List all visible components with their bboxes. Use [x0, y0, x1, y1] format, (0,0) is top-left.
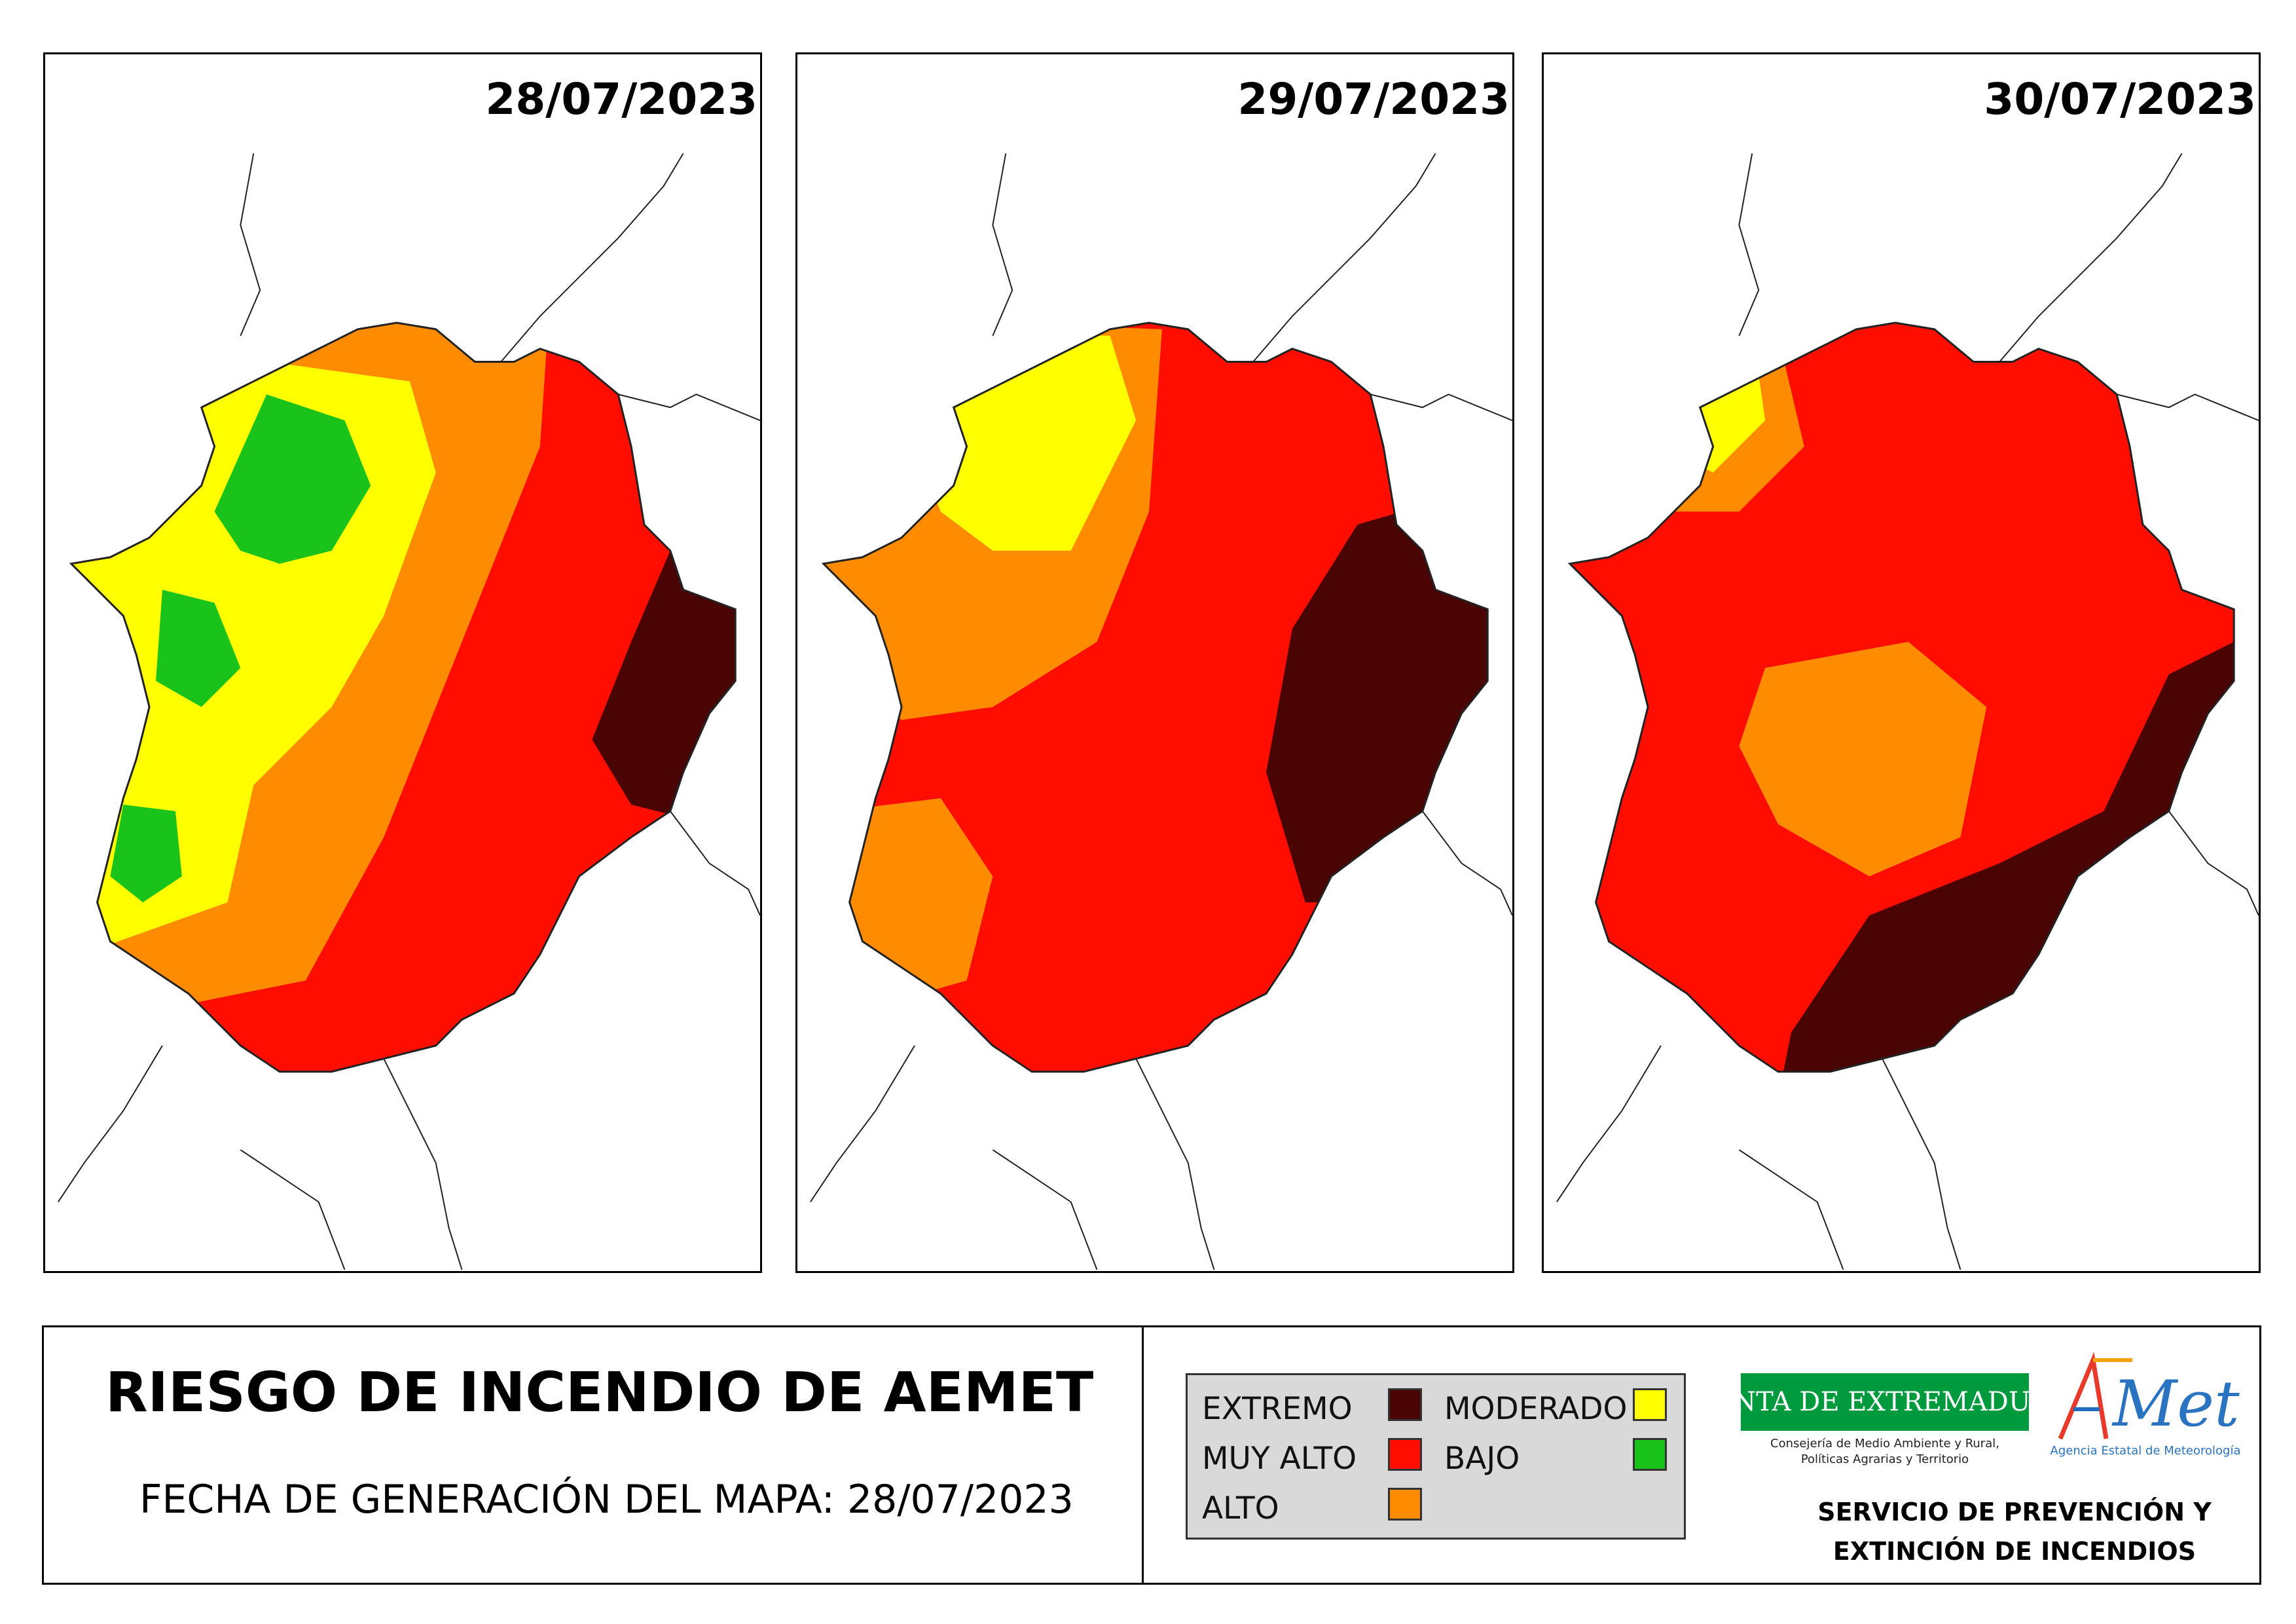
legend-swatch-moderado [1633, 1388, 1667, 1421]
junta-subtitle: Consejería de Medio Ambiente y Rural, Po… [1741, 1436, 2029, 1467]
service-name: SERVICIO DE PREVENCIÓN Y EXTINCIÓN DE IN… [1759, 1492, 2270, 1571]
legend-swatch-extremo [1388, 1388, 1422, 1421]
divider [1142, 1327, 1144, 1583]
legend: EXTREMO MUY ALTO ALTO MODERADO BAJO [1186, 1373, 1686, 1540]
generation-date: FECHA DE GENERACIÓN DEL MAPA: 28/07/2023 [139, 1477, 1074, 1522]
junta-subtitle-line: Consejería de Medio Ambiente y Rural, [1770, 1437, 1999, 1450]
legend-label-alto: ALTO [1202, 1490, 1279, 1526]
junta-logo: JUNTA DE EXTREMADURA [1700, 1373, 2069, 1431]
aemet-logo: Met [2058, 1352, 2240, 1441]
info-box: RIESGO DE INCENDIO DE AEMET FECHA DE GEN… [42, 1325, 2261, 1585]
legend-swatch-alto [1388, 1488, 1422, 1521]
page-title: RIESGO DE INCENDIO DE AEMET [105, 1360, 1094, 1424]
service-line: EXTINCIÓN DE INCENDIOS [1832, 1537, 2196, 1566]
legend-swatch-muy-alto [1388, 1438, 1422, 1471]
map-date: 29/07/2023 [1235, 74, 1512, 124]
map-3 [1556, 153, 2259, 1270]
map-1 [58, 153, 760, 1270]
aemet-logo-text: Met [2111, 1367, 2240, 1441]
legend-label-muy-alto: MUY ALTO [1202, 1441, 1357, 1477]
map-2 [810, 153, 1512, 1270]
map-panel-1: 28/07/2023 [43, 52, 762, 1273]
junta-subtitle-line: Políticas Agrarias y Territorio [1800, 1452, 1969, 1466]
aemet-subtitle: Agencia Estatal de Meteorología [2050, 1444, 2241, 1458]
map-panel-2: 29/07/2023 [795, 52, 1514, 1273]
legend-label-moderado: MODERADO [1444, 1391, 1628, 1427]
map-panel-3: 30/07/2023 [1542, 52, 2261, 1273]
map-date: 28/07/2023 [483, 74, 760, 124]
legend-label-extremo: EXTREMO [1202, 1391, 1353, 1427]
service-line: SERVICIO DE PREVENCIÓN Y [1817, 1498, 2212, 1526]
map-date: 30/07/2023 [1981, 74, 2259, 124]
legend-swatch-bajo [1633, 1438, 1667, 1471]
legend-label-bajo: BAJO [1444, 1441, 1520, 1477]
